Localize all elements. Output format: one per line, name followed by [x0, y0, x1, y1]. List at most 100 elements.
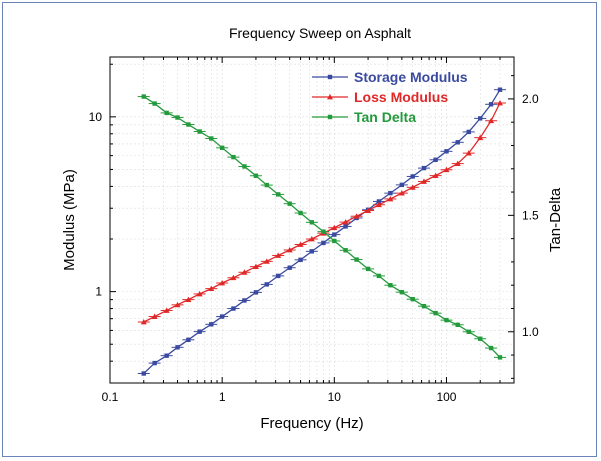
storage-modulus-point	[141, 371, 146, 376]
tan-delta-point	[197, 129, 202, 134]
storage-modulus-point	[309, 249, 315, 254]
tan-delta-point	[433, 310, 438, 316]
storage-modulus-point	[444, 149, 449, 154]
tan-delta-point	[209, 136, 214, 141]
tan-delta-point	[444, 317, 449, 323]
x-axis-title: Frequency (Hz)	[260, 415, 363, 432]
x-tick-label: 100	[436, 390, 456, 404]
storage-modulus-point	[209, 322, 214, 327]
storage-modulus-point	[433, 157, 438, 162]
storage-modulus-point	[376, 199, 382, 204]
storage-modulus-point	[242, 298, 247, 303]
plot-area-border	[109, 56, 515, 384]
loss-modulus-point	[174, 301, 181, 308]
tan-delta-point	[186, 122, 191, 127]
storage-modulus-point	[186, 337, 191, 343]
y2-axis-title: Tan-Delta	[547, 187, 564, 252]
loss-modulus-point	[387, 195, 394, 202]
loss-modulus-point	[477, 134, 484, 141]
tan-delta-point	[152, 101, 157, 106]
tan-delta-point	[141, 94, 146, 99]
storage-modulus-point	[287, 265, 292, 270]
loss-modulus-point	[230, 274, 237, 281]
storage-modulus-point	[152, 360, 157, 366]
loss-modulus-point	[286, 247, 293, 253]
x-tick-label: 1	[219, 390, 226, 404]
tan-delta-point	[287, 201, 292, 206]
tan-delta-point	[264, 182, 269, 188]
loss-modulus-point	[208, 285, 215, 292]
storage-modulus-point	[332, 232, 337, 237]
storage-modulus-point	[321, 240, 326, 246]
loss-modulus-point	[398, 190, 405, 196]
loss-modulus-point	[420, 178, 427, 184]
storage-modulus-point	[497, 87, 503, 92]
loss-modulus-point	[185, 296, 192, 303]
tan-delta-point	[309, 220, 315, 225]
tan-delta-point	[321, 229, 326, 234]
tan-delta-point	[231, 154, 236, 160]
series-layer	[137, 87, 506, 376]
storage-modulus-series	[137, 87, 506, 376]
tan-delta-point	[253, 173, 259, 178]
y2-tick-label: 1.5	[522, 208, 539, 222]
storage-modulus-point	[410, 174, 415, 179]
storage-modulus-point	[388, 190, 393, 196]
tan-delta-point	[365, 266, 371, 272]
loss-modulus-point	[365, 207, 372, 213]
tan-delta-point	[242, 164, 247, 169]
tan-delta-point	[388, 283, 393, 288]
loss-modulus-point	[331, 224, 338, 231]
tick-layer: 0.1 1 10 100 1 10 1.0 1.5 2.0	[89, 57, 539, 404]
storage-modulus-point	[478, 116, 483, 121]
loss-modulus-point	[409, 184, 416, 190]
chart-frame	[2, 2, 597, 457]
storage-modulus-point	[466, 129, 471, 135]
storage-modulus-point	[164, 353, 169, 358]
storage-modulus-point	[276, 273, 281, 279]
tan-delta-point	[354, 257, 359, 262]
loss-modulus-point	[241, 269, 248, 275]
loss-modulus-point	[465, 150, 472, 156]
loss-modulus-point	[375, 201, 382, 208]
storage-modulus-point	[175, 345, 180, 350]
loss-modulus-legend-marker	[327, 94, 333, 100]
tan-delta-point	[399, 289, 405, 295]
y2-tick-label: 2.0	[522, 92, 539, 106]
tan-delta-legend-marker	[327, 114, 333, 120]
loss-modulus-point	[219, 280, 226, 286]
storage-modulus-point	[455, 140, 460, 145]
loss-modulus-point	[496, 100, 503, 106]
storage-modulus-point	[253, 290, 259, 295]
tan-delta-point	[410, 296, 415, 302]
tan-delta-point	[219, 145, 225, 151]
loss-modulus-point	[163, 307, 170, 313]
loss-modulus-point	[488, 117, 495, 124]
tan-delta-point	[276, 192, 281, 197]
storage-modulus-point	[421, 165, 427, 171]
tan-delta-point	[455, 322, 460, 327]
tan-delta-point	[376, 273, 382, 279]
storage-modulus-point	[264, 282, 269, 287]
storage-modulus-point	[231, 306, 236, 311]
loss-modulus-point	[151, 313, 158, 319]
x-tick-label: 0.1	[102, 390, 119, 404]
chart-title: Frequency Sweep on Asphalt	[229, 25, 411, 41]
loss-modulus-point	[432, 172, 439, 179]
loss-modulus-legend-label: Loss Modulus	[354, 89, 448, 105]
loss-modulus-point	[443, 166, 450, 173]
loss-modulus-point	[275, 252, 282, 258]
tan-delta-point	[175, 115, 180, 120]
y-tick-label: 10	[89, 110, 103, 124]
tan-delta-point	[421, 303, 427, 309]
loss-modulus-point	[308, 236, 315, 242]
tan-delta-point	[497, 355, 503, 360]
tan-delta-legend-label: Tan Delta	[354, 109, 416, 125]
tan-delta-point	[478, 336, 483, 341]
tan-delta-point	[332, 238, 337, 244]
tan-delta-series	[137, 94, 506, 360]
loss-modulus-point	[353, 213, 360, 219]
tan-delta-point	[298, 210, 303, 216]
loss-modulus-point	[297, 241, 304, 247]
